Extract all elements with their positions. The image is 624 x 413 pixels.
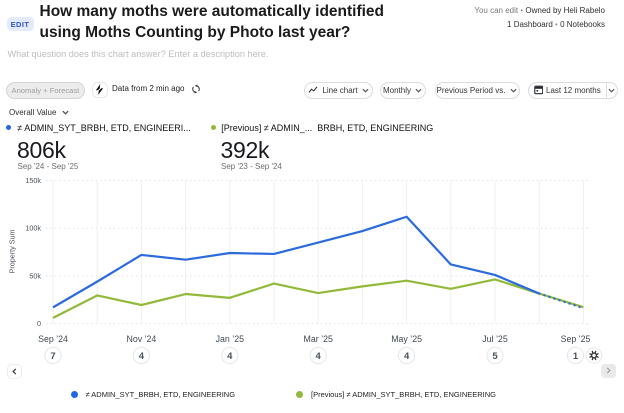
svg-text:4: 4 — [139, 351, 145, 362]
svg-text:Property Sum: Property Sum — [8, 230, 17, 274]
svg-text:Sep ’24: Sep ’24 — [38, 334, 68, 344]
svg-text:Sep ’25: Sep ’25 — [561, 334, 591, 344]
svg-text:50k: 50k — [29, 271, 41, 280]
svg-text:1: 1 — [573, 351, 579, 362]
svg-text:4: 4 — [404, 351, 410, 362]
svg-text:Jan ’25: Jan ’25 — [216, 334, 244, 344]
svg-text:Nov ’24: Nov ’24 — [126, 334, 156, 344]
svg-text:5: 5 — [492, 351, 498, 362]
svg-text:4: 4 — [316, 351, 322, 362]
svg-text:150k: 150k — [25, 176, 41, 185]
svg-text:Mar ’25: Mar ’25 — [304, 334, 333, 344]
svg-text:May ’25: May ’25 — [391, 334, 422, 344]
svg-text:100k: 100k — [25, 224, 41, 233]
svg-text:Jul ’25: Jul ’25 — [482, 334, 508, 344]
svg-text:0: 0 — [37, 319, 41, 328]
svg-text:7: 7 — [50, 351, 55, 362]
svg-text:4: 4 — [227, 351, 233, 362]
